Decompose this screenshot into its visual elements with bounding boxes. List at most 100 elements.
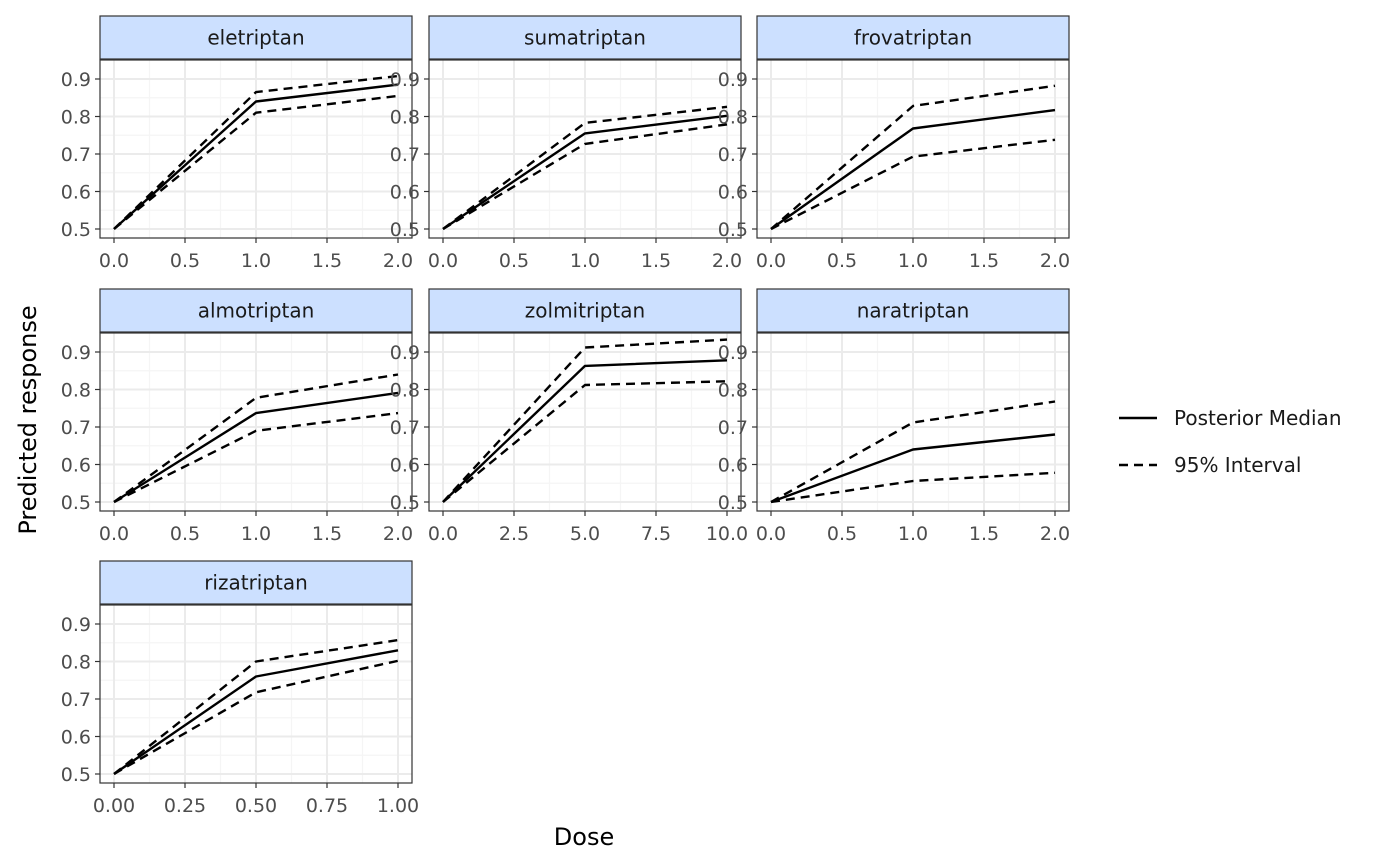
- x-tick-label: 0.0: [756, 250, 786, 272]
- strip-header: [99, 560, 413, 605]
- y-tick-label: 0.7: [718, 144, 748, 166]
- legend: Posterior Median 95% Interval: [1119, 406, 1342, 477]
- median-line: [770, 433, 1056, 504]
- lower-interval-line: [113, 94, 399, 230]
- x-tick-label: 1.0: [241, 523, 271, 545]
- y-axis-title: Predicted response: [14, 305, 42, 534]
- x-tick-label: 10.0: [706, 523, 748, 545]
- lower-interval-line: [113, 411, 399, 504]
- lower-interval-line: [770, 471, 1056, 504]
- x-tick-label: 2.5: [499, 523, 529, 545]
- legend-label: Posterior Median: [1174, 406, 1342, 430]
- y-tick-label: 0.6: [61, 182, 91, 204]
- lower-interval-line: [442, 380, 728, 503]
- facet-panel-frovatriptan: frovatriptan 0.5 0.6 0.7 0.8 0.9 0.0 0.5 1.0 1.5 2…: [718, 15, 1070, 272]
- y-tick-label: 0.7: [61, 144, 91, 166]
- lower-interval-line: [113, 659, 399, 776]
- y-tick-label: 0.9: [61, 342, 91, 364]
- y-tick-label: 0.5: [61, 219, 91, 241]
- x-tick-label: 0.5: [827, 250, 857, 272]
- x-tick-label: 1.00: [377, 795, 419, 817]
- x-tick-label: 1.5: [969, 523, 999, 545]
- y-tick-label: 0.6: [61, 727, 91, 749]
- x-tick-label: 0.0: [756, 523, 786, 545]
- x-tick-label: 0.5: [170, 250, 200, 272]
- x-tick-label: 2.0: [383, 250, 413, 272]
- y-tick-label: 0.6: [718, 182, 748, 204]
- y-tick-label: 0.6: [61, 455, 91, 477]
- upper-interval-line: [770, 400, 1056, 504]
- x-tick-label: 1.0: [898, 523, 928, 545]
- x-tick-label: 0.0: [99, 523, 129, 545]
- y-tick-label: 0.8: [718, 380, 748, 402]
- upper-interval-line: [113, 373, 399, 503]
- strip-label: rizatriptan: [204, 571, 308, 595]
- y-tick-label: 0.9: [390, 342, 420, 364]
- y-tick-label: 0.8: [718, 107, 748, 129]
- lower-interval-line: [442, 123, 728, 231]
- x-axis-title: Dose: [554, 823, 614, 851]
- y-tick-label: 0.5: [390, 492, 420, 514]
- x-tick-label: 0.0: [428, 523, 458, 545]
- median-line: [442, 359, 728, 503]
- strip-header: [428, 288, 742, 333]
- y-tick-label: 0.5: [61, 764, 91, 786]
- strip-header: [756, 288, 1070, 333]
- strip-header: [428, 15, 742, 60]
- x-tick-label: 1.0: [898, 250, 928, 272]
- y-tick-label: 0.7: [390, 144, 420, 166]
- y-tick-label: 0.6: [390, 182, 420, 204]
- strip-header: [99, 288, 413, 333]
- upper-interval-line: [113, 638, 399, 775]
- x-tick-label: 2.0: [712, 250, 742, 272]
- lower-interval-line: [770, 138, 1056, 231]
- median-line: [113, 391, 399, 504]
- x-tick-label: 2.0: [1040, 523, 1070, 545]
- x-tick-label: 1.5: [641, 250, 671, 272]
- upper-interval-line: [770, 84, 1056, 230]
- x-tick-label: 2.0: [1040, 250, 1070, 272]
- strip-label: frovatriptan: [854, 26, 972, 50]
- y-tick-label: 0.8: [61, 652, 91, 674]
- median-line: [113, 83, 399, 230]
- strip-label: almotriptan: [198, 299, 315, 323]
- y-tick-label: 0.7: [61, 417, 91, 439]
- strip-label: zolmitriptan: [525, 299, 645, 323]
- x-tick-label: 1.5: [312, 250, 342, 272]
- x-tick-label: 0.00: [93, 795, 135, 817]
- x-tick-label: 0.0: [99, 250, 129, 272]
- y-tick-label: 0.6: [390, 455, 420, 477]
- x-tick-label: 0.0: [428, 250, 458, 272]
- median-line: [442, 114, 728, 230]
- upper-interval-line: [442, 338, 728, 503]
- y-tick-label: 0.7: [390, 417, 420, 439]
- facet-panel-naratriptan: naratriptan 0.5 0.6 0.7 0.8 0.9 0.0 0.5 1.0 1.5 2.…: [718, 288, 1070, 545]
- strip-header: [756, 15, 1070, 60]
- y-tick-label: 0.8: [61, 107, 91, 129]
- y-tick-label: 0.7: [61, 689, 91, 711]
- x-tick-label: 0.5: [499, 250, 529, 272]
- x-tick-label: 0.5: [170, 523, 200, 545]
- facet-panel-almotriptan: almotriptan 0.5 0.6 0.7 0.8 0.9 0.0 0.5 1.0 1.5 2.…: [61, 288, 413, 545]
- legend-label: 95% Interval: [1174, 453, 1301, 477]
- x-tick-label: 0.5: [827, 523, 857, 545]
- x-tick-label: 1.0: [570, 250, 600, 272]
- x-tick-label: 5.0: [570, 523, 600, 545]
- y-tick-label: 0.9: [61, 614, 91, 636]
- y-tick-label: 0.5: [718, 492, 748, 514]
- strip-label: sumatriptan: [524, 26, 646, 50]
- y-tick-label: 0.5: [390, 219, 420, 241]
- facet-panels: eletriptan 0.5 0.6 0.7 0.8 0.9 0.0 0.5 1.0 1.5 2.0…: [61, 15, 1070, 817]
- x-tick-label: 1.5: [312, 523, 342, 545]
- y-tick-label: 0.8: [390, 107, 420, 129]
- facet-panel-rizatriptan: rizatriptan 0.5 0.6 0.7 0.8 0.9 0.00 0.25 0.50 0.…: [61, 560, 419, 817]
- facet-panel-sumatriptan: sumatriptan 0.5 0.6 0.7 0.8 0.9 0.0 0.5 1.0 1.5 2.…: [390, 15, 742, 272]
- strip-header: [99, 15, 413, 60]
- y-tick-label: 0.9: [718, 69, 748, 91]
- y-tick-label: 0.5: [718, 219, 748, 241]
- y-tick-label: 0.8: [390, 380, 420, 402]
- x-tick-label: 1.5: [969, 250, 999, 272]
- y-tick-label: 0.5: [61, 492, 91, 514]
- facet-panel-zolmitriptan: zolmitriptan 0.5 0.6 0.7 0.8 0.9 0.0 2.5 5.0 7.5 1…: [390, 288, 748, 545]
